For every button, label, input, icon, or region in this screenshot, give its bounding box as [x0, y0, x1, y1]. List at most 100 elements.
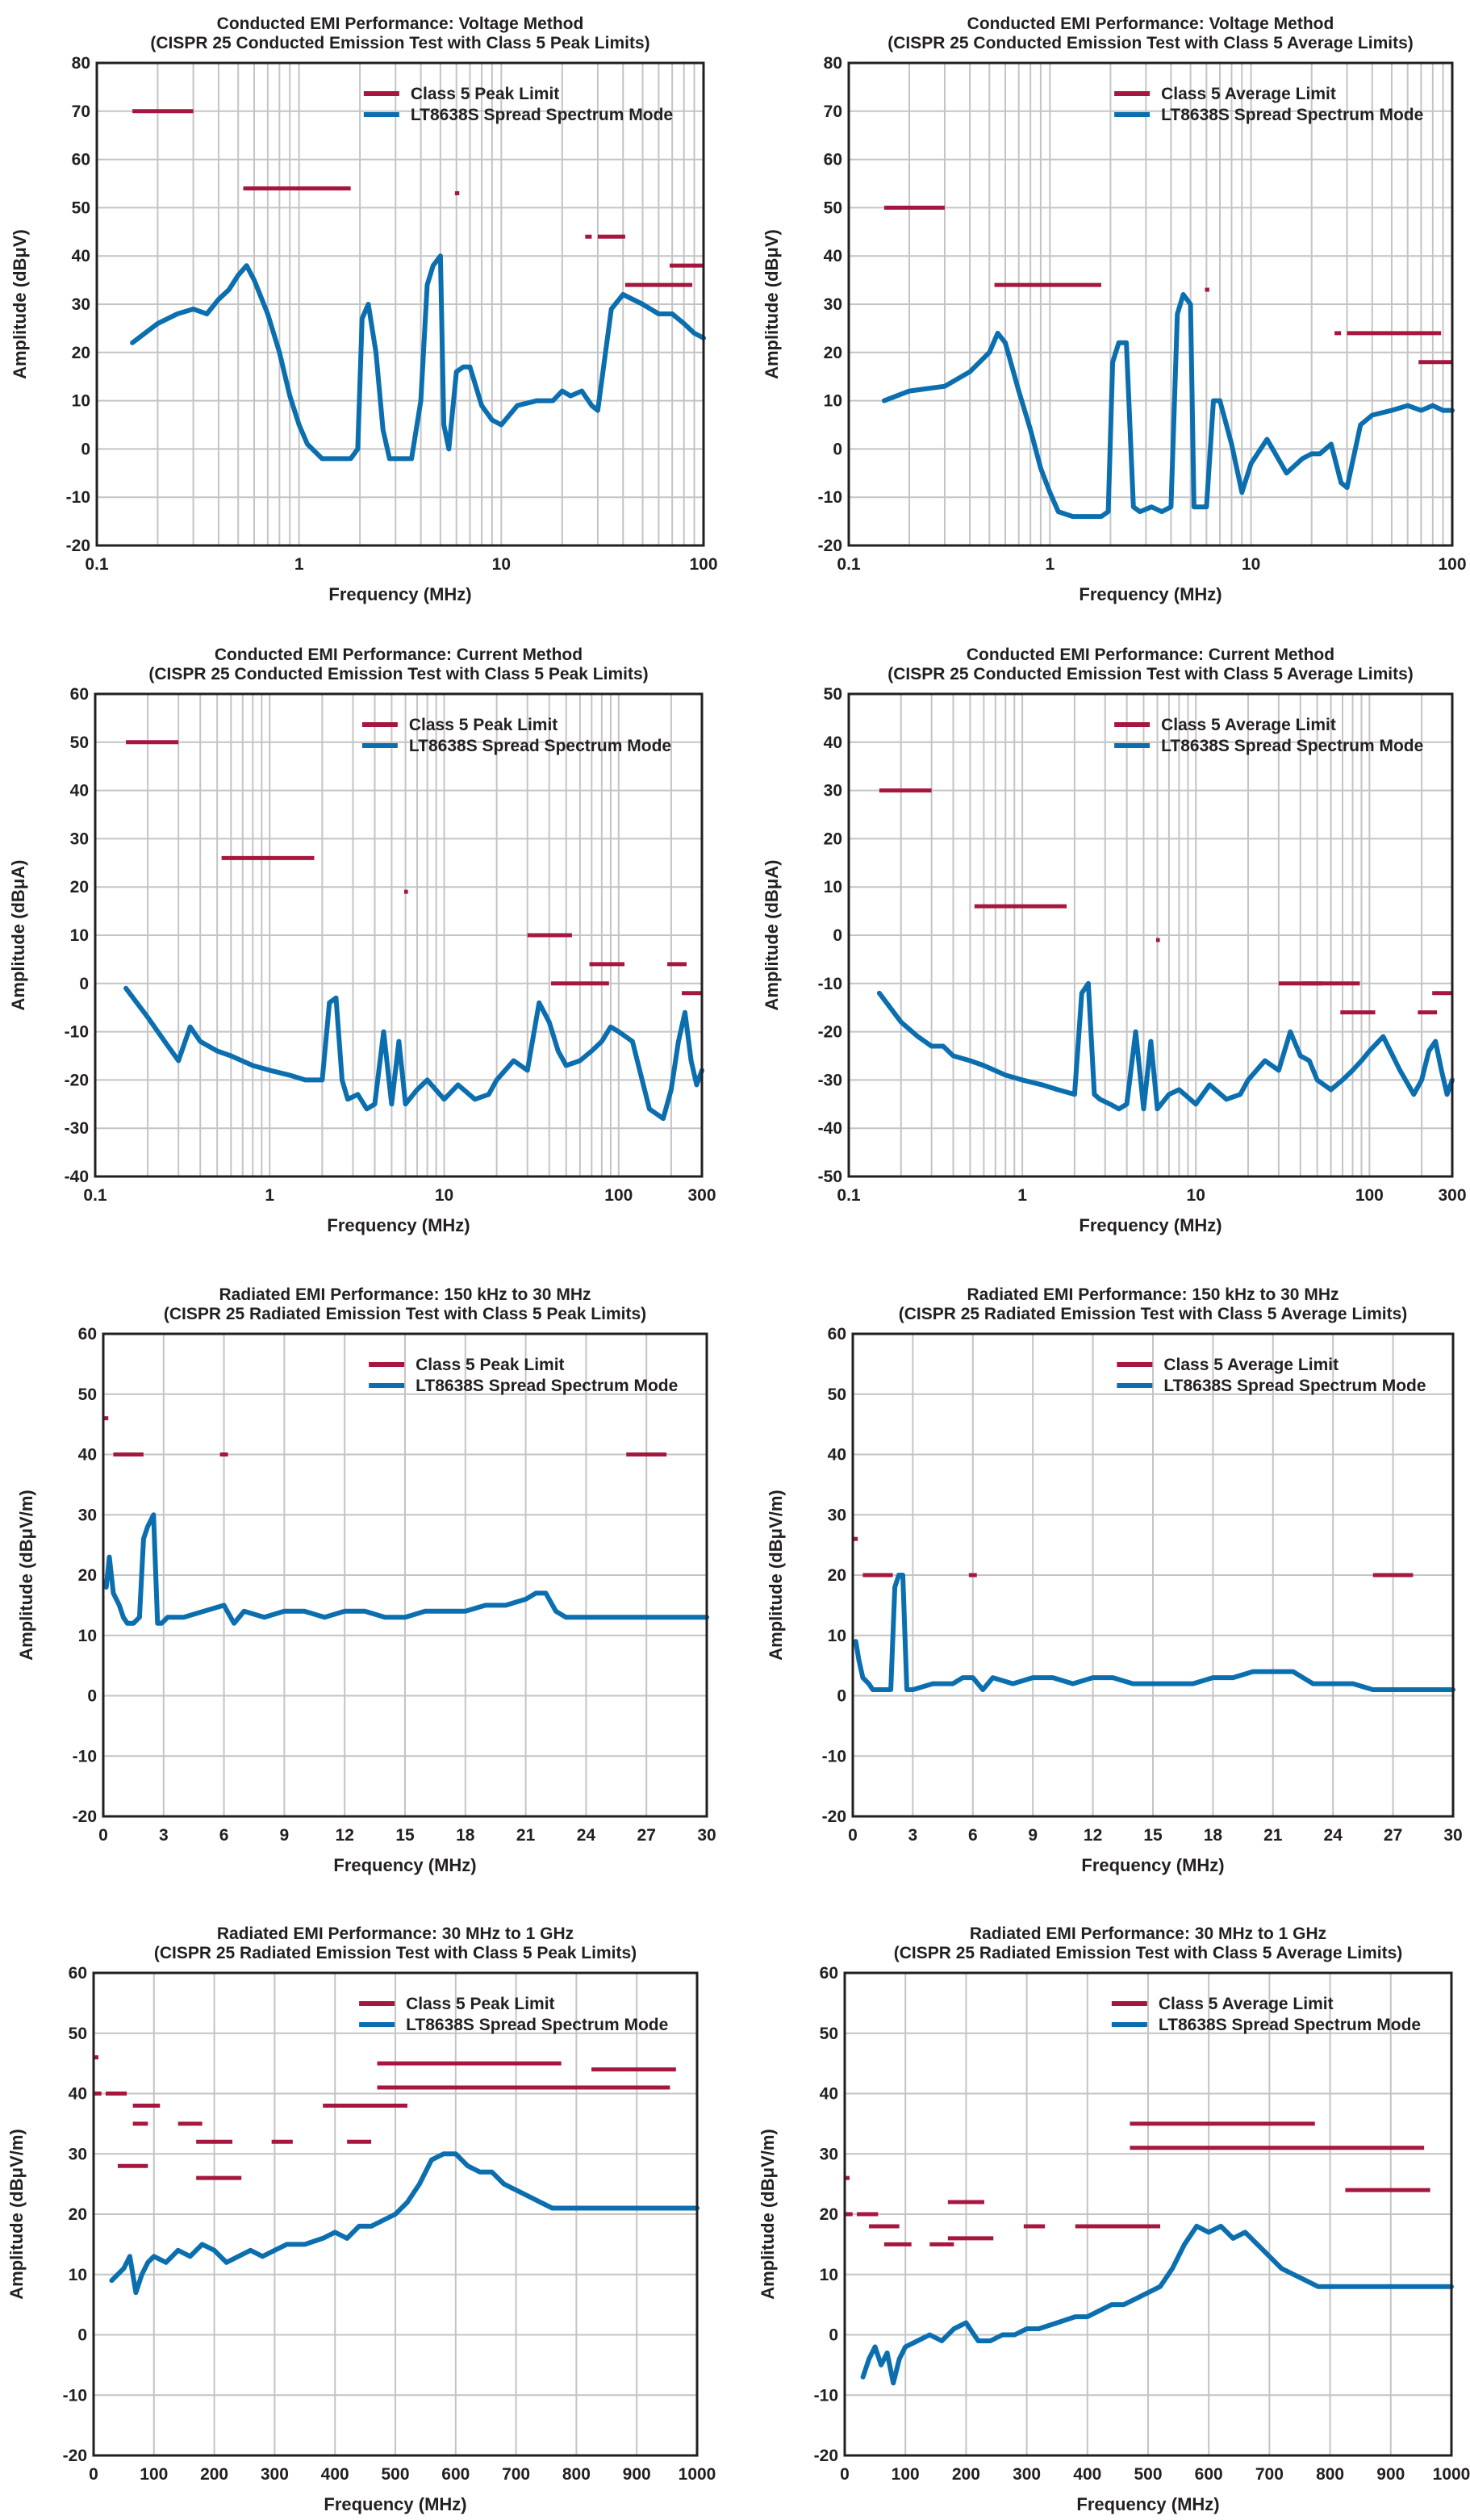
y-tick-label: 40	[69, 2085, 87, 2104]
x-tick-label: 6	[219, 1826, 229, 1845]
x-tick-label: 30	[697, 1826, 716, 1845]
y-tick-label: 60	[824, 151, 842, 169]
plot-frame	[94, 692, 704, 1178]
legend: Class 5 Average Limit LT8638S Spread Spec…	[1114, 716, 1423, 755]
y-tick-label: 80	[824, 54, 842, 73]
x-tick-label: 1	[294, 555, 304, 574]
grid	[95, 694, 702, 1176]
x-tick-label: 15	[1143, 1826, 1163, 1845]
grid	[849, 63, 1452, 545]
y-tick-label: 40	[820, 2085, 838, 2104]
legend-label-signal: LT8638S Spread Spectrum Mode	[416, 1377, 678, 1395]
chart-panel-7: Radiated EMI Performance: 30 MHz to 1 GH…	[6, 1924, 716, 2514]
y-axis-label: Amplitude (dBμV/m)	[758, 2129, 778, 2299]
y-tick-label: 40	[828, 1446, 846, 1465]
chart-panel-3: Conducted EMI Performance: Current Metho…	[8, 646, 716, 1235]
y-tick-label: 50	[828, 1385, 846, 1404]
x-tick-label: 24	[1324, 1826, 1343, 1845]
x-tick-label: 12	[1084, 1826, 1102, 1845]
y-tick-label: 20	[828, 1566, 846, 1585]
y-tick-label: -50	[818, 1168, 842, 1186]
chart-subtitle: (CISPR 25 Conducted Emission Test with C…	[887, 34, 1414, 52]
y-tick-label: 10	[69, 2266, 87, 2284]
plot-frame	[95, 61, 705, 547]
y-tick-label: -20	[66, 537, 90, 555]
x-tick-label: 300	[687, 1186, 716, 1205]
y-tick-label: 70	[72, 102, 90, 121]
y-tick-label: 50	[70, 733, 89, 752]
plot-frame	[847, 692, 1454, 1178]
x-axis-label: Frequency (MHz)	[1081, 1855, 1224, 1875]
y-tick-label: 10	[70, 926, 89, 945]
chart-panel-2: Conducted EMI Performance: Voltage Metho…	[762, 15, 1467, 604]
chart-title: Conducted EMI Performance: Current Metho…	[967, 646, 1334, 664]
chart-panel-4: Conducted EMI Performance: Current Metho…	[762, 646, 1467, 1235]
legend: Class 5 Peak Limit LT8638S Spread Spectru…	[361, 716, 671, 755]
legend: Class 5 Average Limit LT8638S Spread Spec…	[1114, 85, 1423, 124]
y-tick-label: 80	[72, 54, 90, 73]
x-axis-label: Frequency (MHz)	[324, 2494, 466, 2514]
x-tick-label: 0	[848, 1826, 858, 1845]
x-tick-label: 0.1	[837, 1186, 861, 1205]
x-tick-label: 27	[1384, 1826, 1402, 1845]
y-tick-label: 0	[837, 1687, 846, 1706]
y-tick-label: -10	[65, 1023, 89, 1042]
y-tick-label: 50	[820, 2025, 838, 2043]
x-tick-label: 400	[1073, 2465, 1101, 2484]
x-tick-label: 700	[1255, 2465, 1284, 2484]
x-tick-label: 1	[1017, 1186, 1027, 1205]
chart-subtitle: (CISPR 25 Conducted Emission Test with C…	[887, 665, 1414, 683]
x-tick-label: 9	[1028, 1826, 1038, 1845]
signal-trace	[123, 985, 704, 1122]
y-tick-label: -30	[65, 1119, 89, 1138]
y-tick-label: 40	[72, 247, 90, 265]
chart-title: Radiated EMI Performance: 150 kHz to 30 …	[219, 1285, 591, 1304]
y-tick-label: 10	[78, 1627, 97, 1645]
y-tick-label: 40	[70, 782, 89, 800]
grid	[94, 1973, 697, 2455]
y-tick-label: 60	[70, 685, 89, 704]
x-tick-label: 0.1	[83, 1186, 107, 1205]
y-tick-label: -10	[63, 2386, 87, 2405]
y-tick-label: 30	[820, 2145, 838, 2163]
x-axis-label: Frequency (MHz)	[1079, 584, 1222, 604]
x-tick-label: 200	[952, 2465, 980, 2484]
plot-frame	[843, 1971, 1453, 2457]
x-tick-label: 300	[1013, 2465, 1041, 2484]
chart-title: Radiated EMI Performance: 150 kHz to 30 …	[967, 1285, 1339, 1304]
y-tick-label: -10	[818, 975, 842, 993]
y-axis-label: Amplitude (dBμV/m)	[766, 1490, 786, 1660]
legend-label-limit: Class 5 Average Limit	[1161, 716, 1336, 734]
chart-panel-5: Radiated EMI Performance: 150 kHz to 30 …	[16, 1285, 716, 1875]
grid	[103, 1334, 707, 1816]
x-tick-label: 500	[381, 2465, 409, 2484]
grid	[845, 1973, 1451, 2455]
signal-trace	[109, 2151, 700, 2296]
x-tick-label: 0	[98, 1826, 108, 1845]
plot-frame	[851, 1332, 1455, 1818]
x-axis-label: Frequency (MHz)	[327, 1215, 470, 1235]
legend-label-limit: Class 5 Peak Limit	[411, 85, 559, 103]
chart-subtitle: (CISPR 25 Radiated Emission Test with Cl…	[899, 1305, 1408, 1323]
y-tick-label: 60	[78, 1325, 97, 1344]
legend-label-signal: LT8638S Spread Spectrum Mode	[1159, 2016, 1421, 2034]
x-tick-label: 200	[200, 2465, 228, 2484]
y-tick-label: 20	[69, 2205, 87, 2224]
y-tick-label: -20	[822, 1807, 846, 1826]
x-tick-label: 100	[892, 2465, 920, 2484]
x-tick-label: 500	[1134, 2465, 1162, 2484]
y-tick-label: 0	[87, 1687, 97, 1706]
y-tick-label: 50	[78, 1385, 97, 1404]
y-tick-label: -10	[66, 488, 90, 507]
legend-label-limit: Class 5 Peak Limit	[406, 1995, 554, 2013]
y-tick-label: 40	[78, 1446, 97, 1465]
y-tick-label: -10	[822, 1747, 846, 1766]
legend-label-limit: Class 5 Average Limit	[1161, 85, 1336, 103]
y-axis-label: Amplitude (dBμV/m)	[6, 2129, 27, 2299]
y-tick-label: 0	[829, 2326, 838, 2345]
signal-trace	[103, 1512, 709, 1626]
y-axis-label: Amplitude (dBμV)	[10, 229, 30, 379]
x-tick-label: 21	[1263, 1826, 1283, 1845]
x-tick-label: 800	[1316, 2465, 1344, 2484]
